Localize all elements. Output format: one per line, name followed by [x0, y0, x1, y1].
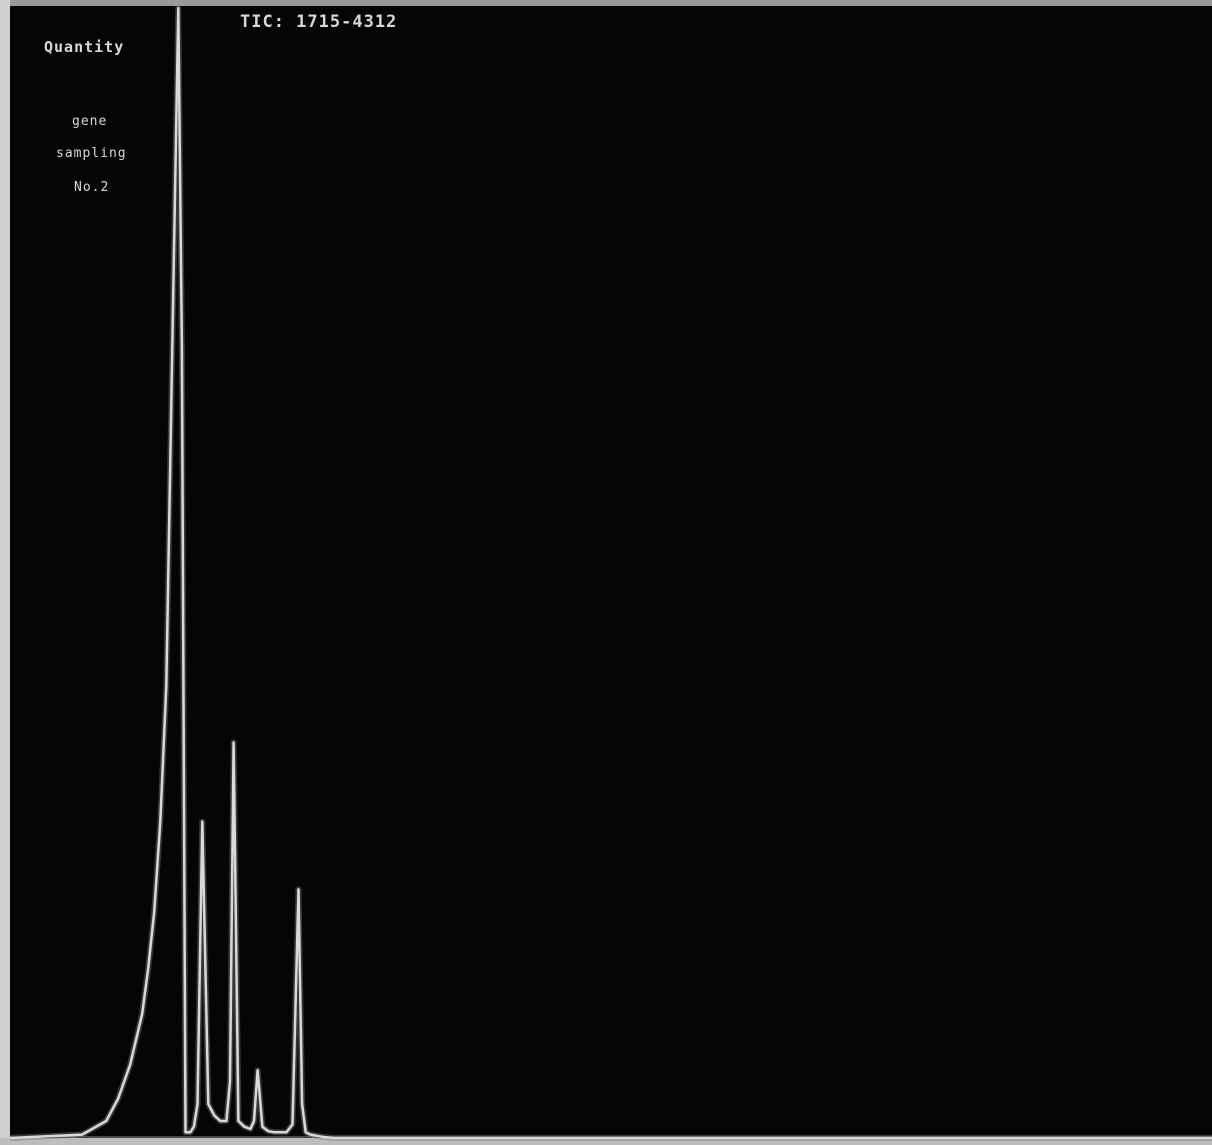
data-point	[219, 1120, 222, 1122]
data-point	[153, 911, 155, 913]
data-point	[261, 1125, 264, 1128]
data-point	[147, 967, 149, 970]
series-0-glow	[9, 5, 1212, 1141]
data-point	[267, 1130, 270, 1132]
data-point	[256, 1069, 259, 1071]
chart-title: TIC: 1715-4312	[240, 12, 398, 32]
data-point	[304, 1131, 307, 1134]
data-point	[285, 1131, 288, 1134]
data-point	[196, 1103, 199, 1105]
data-point	[141, 1012, 143, 1015]
series-0-line	[9, 6, 1212, 1140]
bottom-edge	[0, 1138, 1212, 1145]
data-point	[237, 1120, 240, 1122]
data-point	[171, 346, 174, 348]
data-point	[129, 1063, 131, 1066]
data-point	[297, 888, 300, 891]
data-point	[165, 685, 168, 687]
data-point	[291, 1123, 294, 1126]
data-point	[9, 1137, 11, 1139]
data-point	[105, 1120, 107, 1122]
annotation-line-2: sampling	[56, 146, 127, 161]
top-edge	[0, 0, 1212, 6]
data-point	[201, 820, 204, 823]
data-point	[243, 1125, 246, 1128]
data-point	[81, 1133, 83, 1136]
data-point	[229, 1080, 231, 1083]
data-point	[117, 1097, 119, 1100]
left-edge	[0, 0, 10, 1145]
annotation-line-1: gene	[72, 114, 108, 129]
data-point	[189, 1131, 192, 1134]
data-point	[181, 346, 183, 348]
data-point	[225, 1120, 228, 1122]
data-point	[213, 1114, 216, 1117]
data-point	[273, 1131, 276, 1134]
y-axis-label: Quantity	[44, 38, 125, 56]
data-point	[249, 1128, 252, 1130]
data-point	[232, 741, 235, 744]
data-point	[315, 1134, 318, 1137]
data-point	[369, 1137, 372, 1139]
data-point	[301, 1103, 303, 1105]
data-point	[177, 7, 180, 9]
data-point	[184, 1131, 187, 1134]
data-point	[333, 1137, 336, 1139]
data-point	[253, 1120, 255, 1122]
data-point	[193, 1125, 195, 1128]
data-point	[309, 1133, 312, 1136]
data-point	[159, 820, 162, 823]
data-point	[321, 1136, 324, 1138]
data-point	[207, 1103, 210, 1105]
annotation-line-3: No.2	[74, 180, 110, 195]
